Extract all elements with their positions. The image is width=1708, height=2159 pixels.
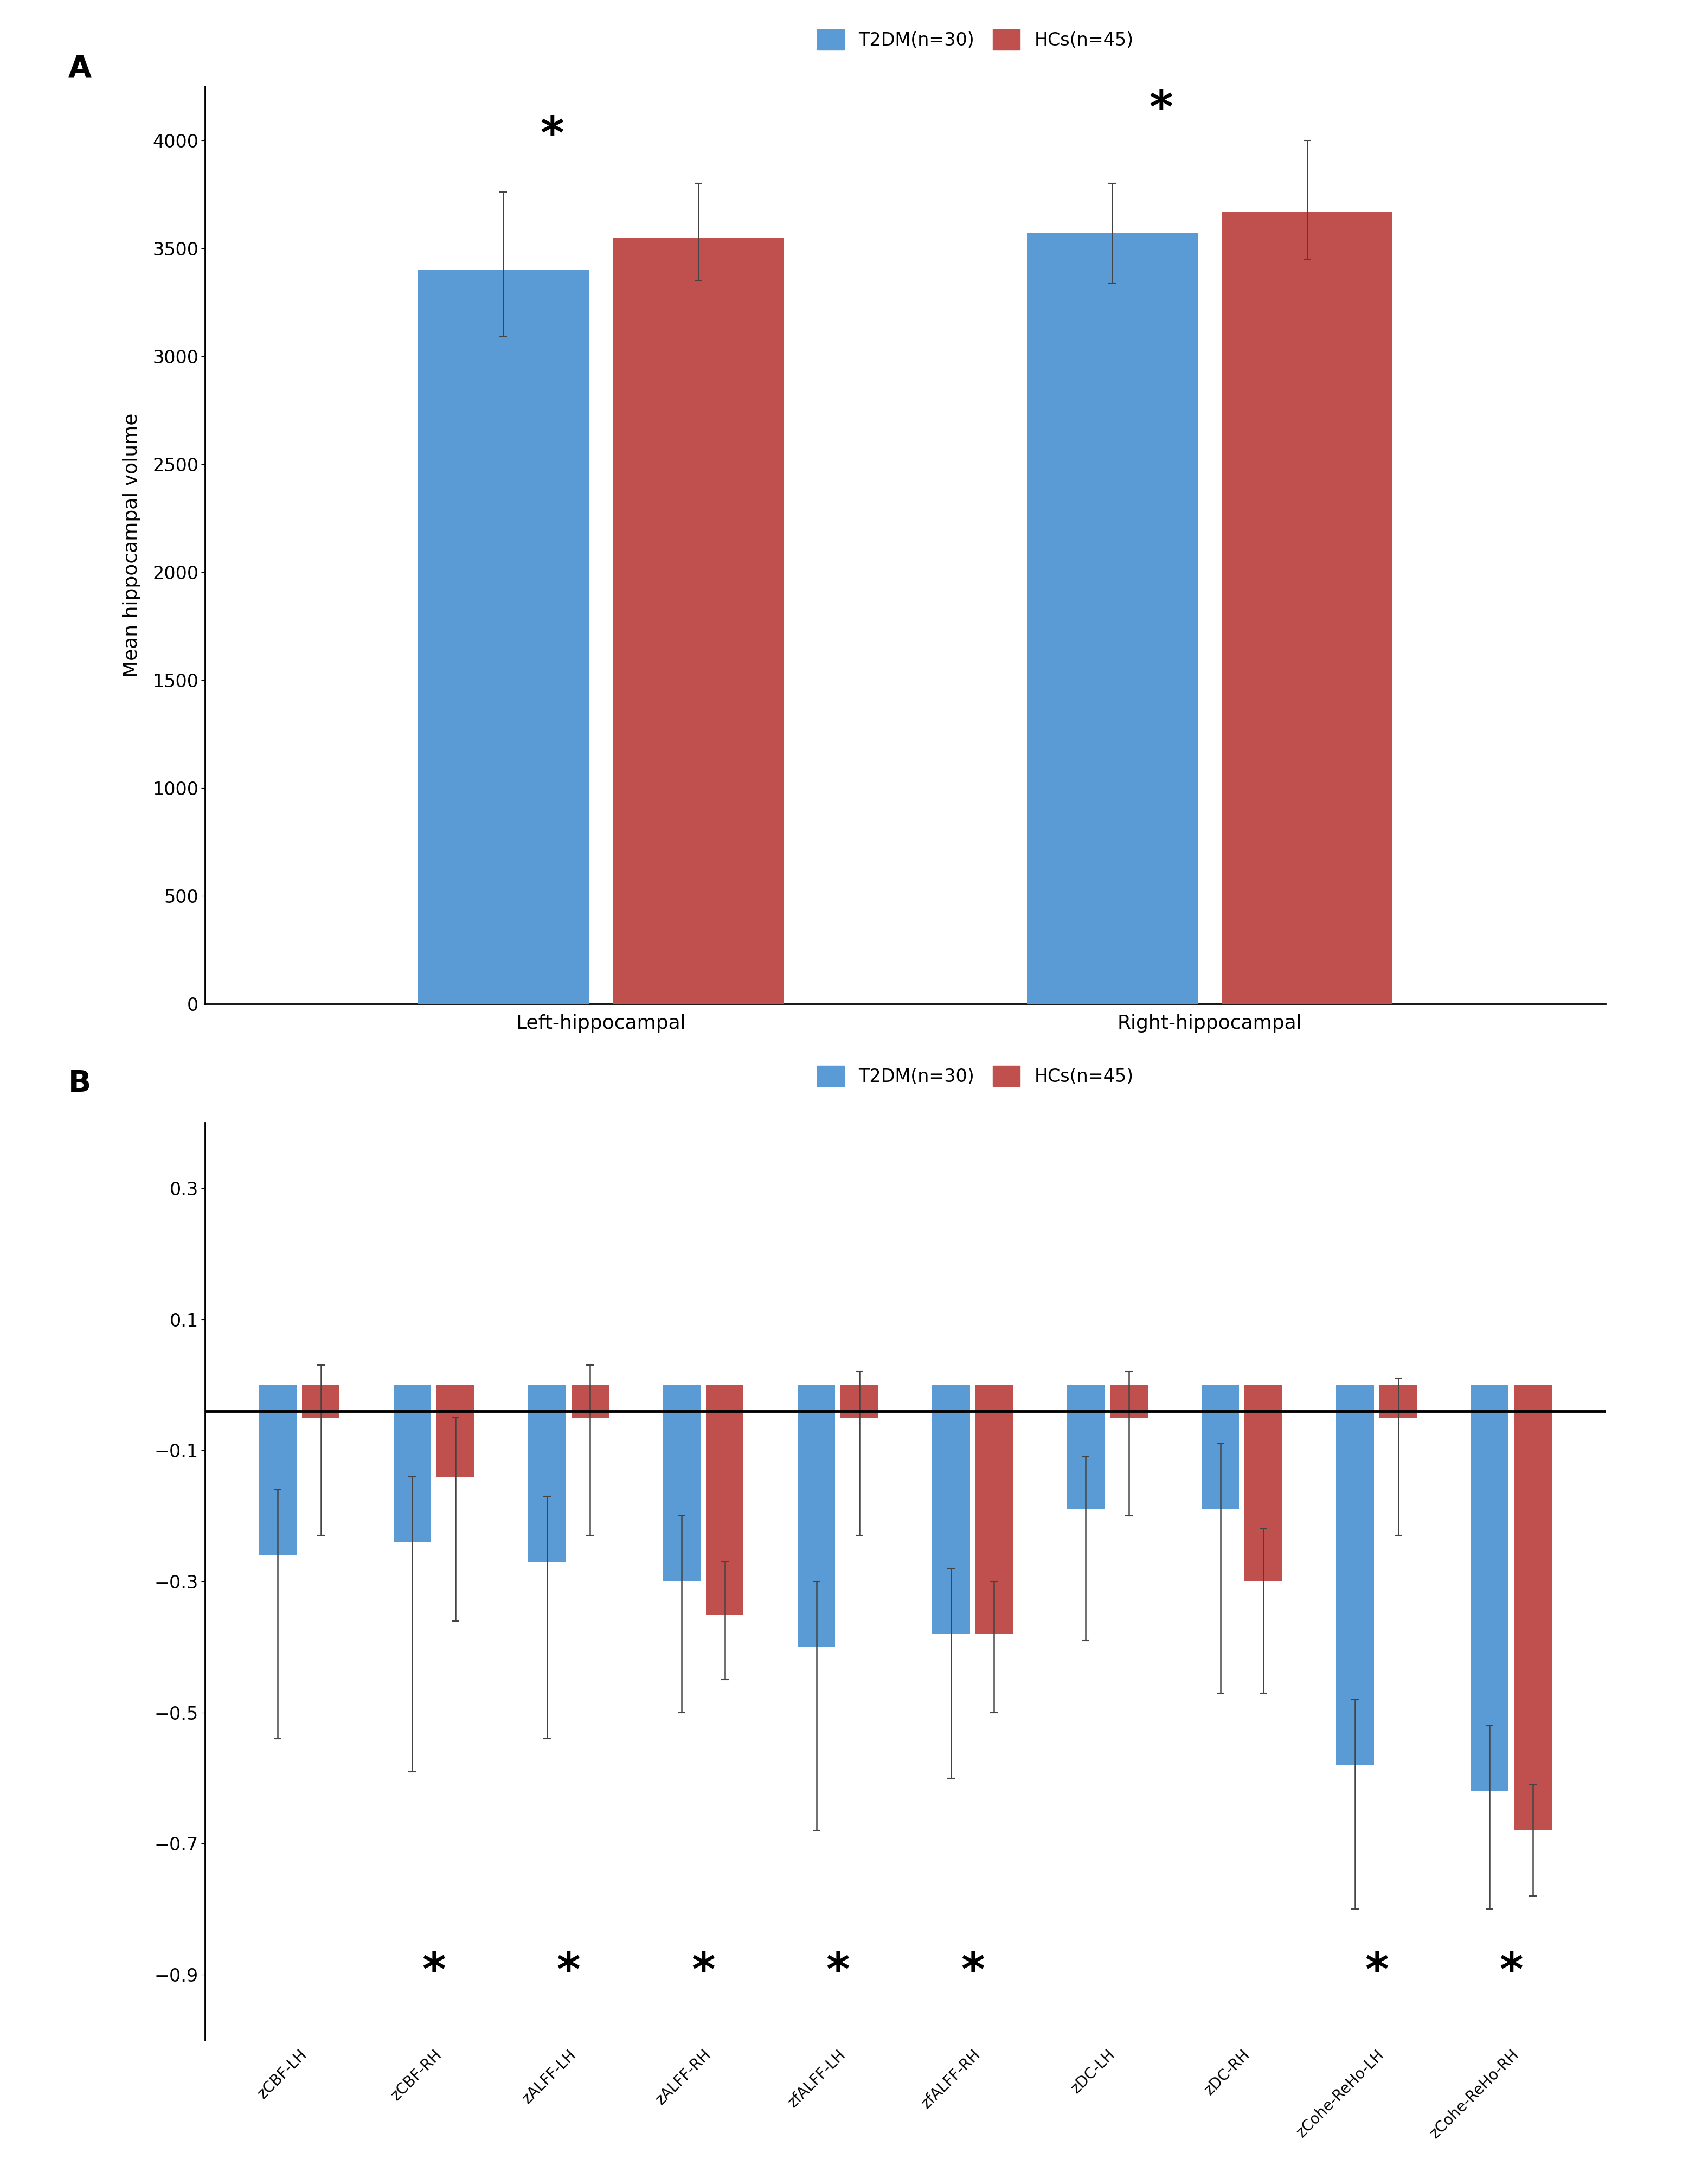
Bar — [1245, 1384, 1283, 1580]
Bar — [933, 1384, 970, 1634]
Bar — [1513, 1384, 1551, 1831]
Legend: T2DM(n=30), HCs(n=45): T2DM(n=30), HCs(n=45) — [810, 1058, 1141, 1095]
Bar — [1110, 1384, 1148, 1418]
Bar — [302, 1384, 340, 1418]
Legend: T2DM(n=30), HCs(n=45): T2DM(n=30), HCs(n=45) — [810, 22, 1141, 58]
Bar — [570, 1384, 610, 1418]
Bar — [1471, 1384, 1508, 1792]
Bar — [1221, 212, 1392, 1004]
Text: *: * — [1500, 1950, 1524, 1995]
Text: *: * — [557, 1950, 581, 1995]
Bar — [437, 1384, 475, 1477]
Bar — [705, 1384, 743, 1615]
Text: A: A — [68, 54, 92, 84]
Text: *: * — [422, 1950, 446, 1995]
Text: *: * — [1149, 89, 1173, 132]
Bar — [975, 1384, 1013, 1634]
Text: B: B — [68, 1069, 91, 1099]
Text: *: * — [960, 1950, 984, 1995]
Bar — [1068, 1384, 1105, 1509]
Bar — [1336, 1384, 1373, 1766]
Text: *: * — [692, 1950, 716, 1995]
Bar — [1380, 1384, 1418, 1418]
Bar — [798, 1384, 835, 1647]
Bar — [613, 237, 784, 1004]
Bar — [528, 1384, 565, 1561]
Bar — [1027, 233, 1197, 1004]
Bar — [393, 1384, 430, 1542]
Bar — [840, 1384, 878, 1418]
Bar — [663, 1384, 700, 1580]
Bar — [418, 270, 589, 1004]
Text: *: * — [827, 1950, 851, 1995]
Text: *: * — [540, 114, 564, 158]
Bar — [1201, 1384, 1240, 1509]
Y-axis label: Mean hippocampal volume: Mean hippocampal volume — [123, 412, 142, 678]
Text: *: * — [1365, 1950, 1389, 1995]
Bar — [260, 1384, 297, 1554]
